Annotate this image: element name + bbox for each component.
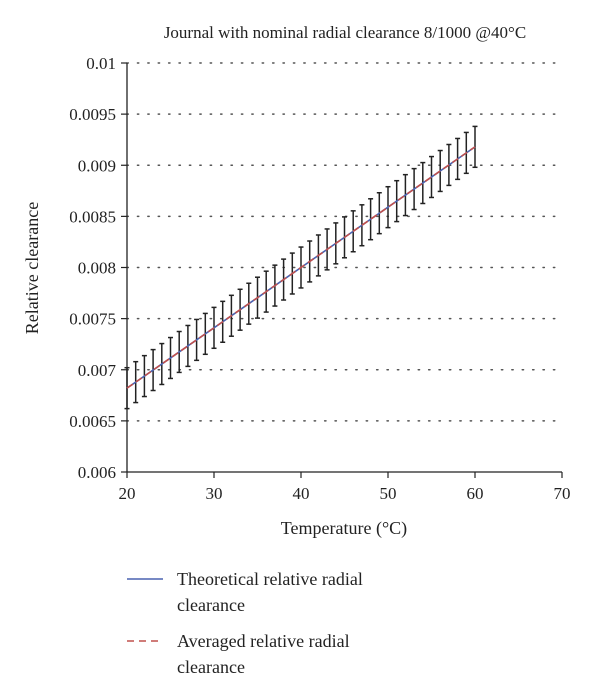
x-axis-label: Temperature (°C) xyxy=(281,518,407,539)
y-axis-label: Relative clearance xyxy=(22,202,42,334)
legend-label-line-2: clearance xyxy=(177,595,245,615)
series-averaged-line xyxy=(126,146,476,389)
legend-label-line-1: Averaged relative radial xyxy=(177,631,350,651)
grid-lines xyxy=(126,62,563,422)
y-tick-label: 0.008 xyxy=(78,259,116,278)
x-tick-label: 20 xyxy=(119,484,136,503)
y-tick-label: 0.0075 xyxy=(69,310,116,329)
x-tick-label: 60 xyxy=(467,484,484,503)
y-tick-label: 0.006 xyxy=(78,463,116,482)
y-tick-label: 0.009 xyxy=(78,156,116,175)
x-tick-label: 70 xyxy=(554,484,571,503)
y-tick-label: 0.0095 xyxy=(69,105,116,124)
legend-label-line-1: Theoretical relative radial xyxy=(177,569,363,589)
y-tick-label: 0.0085 xyxy=(69,207,116,226)
series-lines xyxy=(126,146,476,389)
x-tick-label: 50 xyxy=(380,484,397,503)
legend: Theoretical relative radialclearanceAver… xyxy=(127,569,363,677)
chart-title: Journal with nominal radial clearance 8/… xyxy=(164,23,526,42)
y-tick-label: 0.01 xyxy=(86,54,116,73)
legend-item-theoretical: Theoretical relative radial clearance xyxy=(127,569,363,615)
legend-item-averaged: Averaged relative radial clearance xyxy=(127,631,350,677)
x-tick-label: 30 xyxy=(206,484,223,503)
tick-marks: 0.006 0.0065 0.007 0.0075 0.008 0.0085 0.009 0.… xyxy=(69,54,570,503)
axes xyxy=(126,63,562,473)
legend-label-line-2: clearance xyxy=(177,657,245,677)
y-tick-label: 0.007 xyxy=(78,361,117,380)
x-tick-label: 40 xyxy=(293,484,310,503)
y-tick-label: 0.0065 xyxy=(69,412,116,431)
